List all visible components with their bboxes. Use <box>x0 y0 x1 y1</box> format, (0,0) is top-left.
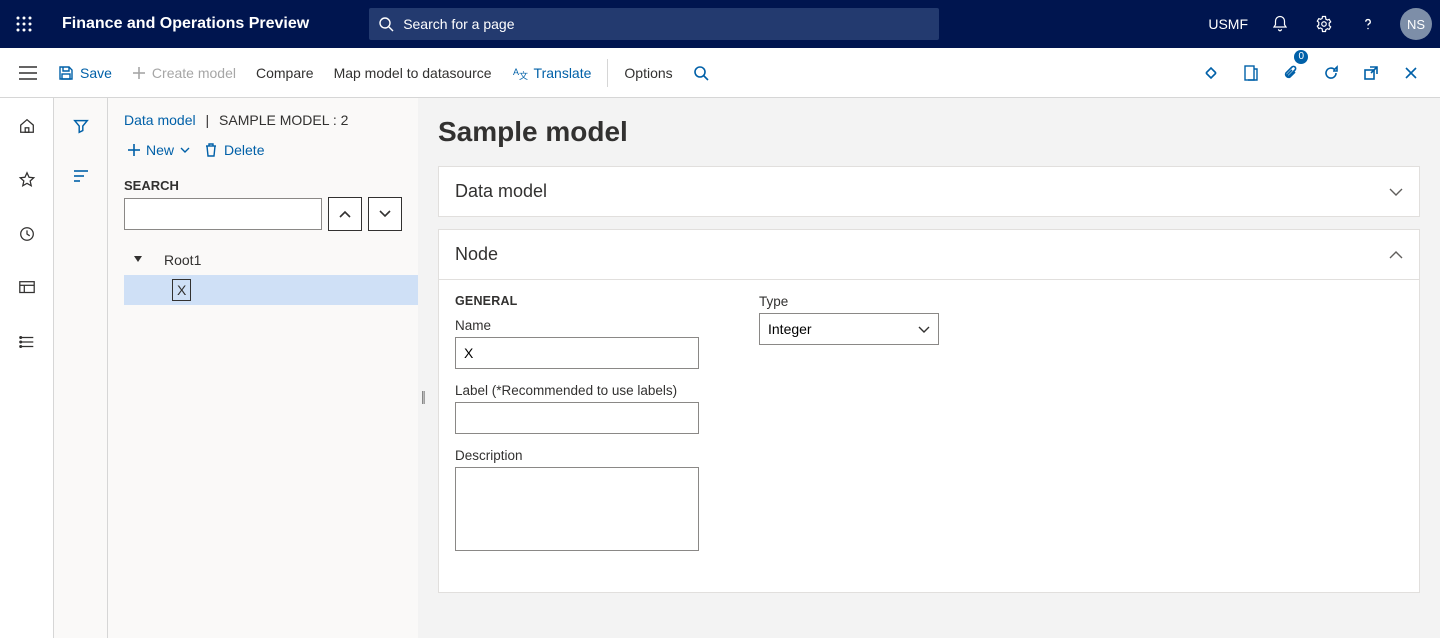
filter-icon[interactable] <box>65 110 97 142</box>
section-node: Node GENERAL Name Label (*Recommended to… <box>438 229 1420 593</box>
save-icon <box>58 65 74 81</box>
translate-button[interactable]: A文 Translate <box>502 57 602 89</box>
options-button[interactable]: Options <box>614 57 682 89</box>
map-model-button[interactable]: Map model to datasource <box>324 57 502 89</box>
name-input[interactable] <box>455 337 699 369</box>
attachments-badge: 0 <box>1294 50 1308 64</box>
recent-icon[interactable] <box>11 218 43 250</box>
close-button[interactable] <box>1392 54 1430 92</box>
company-picker[interactable]: USMF <box>1200 16 1256 32</box>
popout-button[interactable] <box>1352 54 1390 92</box>
breadcrumb-current: SAMPLE MODEL : 2 <box>219 112 348 128</box>
notifications-icon[interactable] <box>1260 0 1300 48</box>
group-general-label: GENERAL <box>455 294 699 308</box>
model-tree: Root1 X <box>108 231 418 305</box>
section-node-header[interactable]: Node <box>439 230 1419 279</box>
refresh-button[interactable] <box>1312 54 1350 92</box>
expand-toggle-icon[interactable] <box>128 256 148 264</box>
create-model-button: Create model <box>122 57 246 89</box>
section-data-model-header[interactable]: Data model <box>439 167 1419 216</box>
tree-panel: Data model | SAMPLE MODEL : 2 New Delete… <box>108 98 418 638</box>
label-input[interactable] <box>455 402 699 434</box>
translate-label: Translate <box>534 65 592 81</box>
chevron-down-icon <box>918 326 930 333</box>
main-content: Data model | SAMPLE MODEL : 2 New Delete… <box>0 98 1440 638</box>
tree-node-root[interactable]: Root1 <box>124 245 418 275</box>
related-panel-rail <box>54 98 108 638</box>
personalize-button[interactable] <box>1192 54 1230 92</box>
description-input[interactable] <box>455 467 699 551</box>
app-title: Finance and Operations Preview <box>48 15 309 33</box>
page-options-button[interactable] <box>1232 54 1270 92</box>
tree-search-input[interactable] <box>124 198 322 230</box>
search-icon <box>693 65 709 81</box>
global-navbar: Finance and Operations Preview USMF NS <box>0 0 1440 48</box>
chevron-up-icon <box>1389 251 1403 259</box>
navigation-rail <box>0 98 54 638</box>
label-label: Label (*Recommended to use labels) <box>455 383 699 398</box>
name-label: Name <box>455 318 699 333</box>
search-label: SEARCH <box>108 166 418 197</box>
tree-node-selected[interactable]: X <box>124 275 418 305</box>
save-button[interactable]: Save <box>48 57 122 89</box>
save-label: Save <box>80 65 112 81</box>
global-search[interactable] <box>369 8 939 40</box>
breadcrumb: Data model | SAMPLE MODEL : 2 <box>108 98 418 134</box>
search-next-button[interactable] <box>368 197 402 231</box>
type-label: Type <box>759 294 939 309</box>
search-prev-button[interactable] <box>328 197 362 231</box>
new-node-button[interactable]: New <box>124 138 194 162</box>
trash-icon <box>204 142 218 158</box>
plus-icon <box>128 144 140 156</box>
action-search-button[interactable] <box>683 57 719 89</box>
description-label: Description <box>455 448 699 463</box>
section-data-model: Data model <box>438 166 1420 217</box>
user-avatar[interactable]: NS <box>1400 8 1432 40</box>
details-panel: Sample model Data model Node GENERAL Nam… <box>418 98 1440 638</box>
help-icon[interactable] <box>1348 0 1388 48</box>
breadcrumb-link[interactable]: Data model <box>124 112 196 128</box>
create-model-label: Create model <box>152 65 236 81</box>
svg-text:文: 文 <box>519 70 528 81</box>
delete-node-button[interactable]: Delete <box>200 138 268 162</box>
plus-icon <box>132 66 146 80</box>
search-icon <box>377 16 395 32</box>
nav-menu-toggle[interactable] <box>8 66 48 80</box>
translate-icon: A文 <box>512 65 528 81</box>
settings-icon[interactable] <box>1304 0 1344 48</box>
action-pane: Save Create model Compare Map model to d… <box>0 48 1440 98</box>
home-icon[interactable] <box>11 110 43 142</box>
type-dropdown[interactable]: Integer <box>759 313 939 345</box>
global-search-input[interactable] <box>395 16 931 32</box>
related-links-icon[interactable] <box>65 160 97 192</box>
workspaces-icon[interactable] <box>11 272 43 304</box>
app-launcher-icon[interactable] <box>0 0 48 48</box>
compare-button[interactable]: Compare <box>246 57 324 89</box>
chevron-down-icon <box>1389 188 1403 196</box>
chevron-down-icon <box>180 147 190 153</box>
modules-icon[interactable] <box>11 326 43 358</box>
attachments-button[interactable]: 0 <box>1272 54 1310 92</box>
favorites-icon[interactable] <box>11 164 43 196</box>
page-title: Sample model <box>438 116 1420 148</box>
